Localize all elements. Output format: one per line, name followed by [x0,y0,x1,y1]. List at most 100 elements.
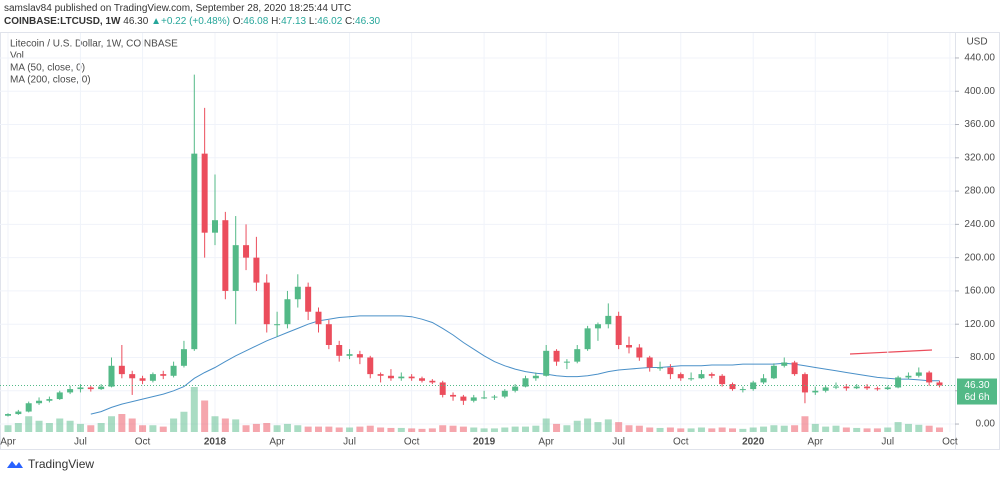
volume-bar [387,427,395,432]
x-tick-label: Oct [673,437,689,448]
candle-body [460,396,467,401]
x-tick-label: Apr [538,437,554,448]
candle-body [698,374,705,379]
volume-bar [656,427,664,432]
candle-body [833,386,839,388]
x-tick-label: Oct [404,437,420,448]
candle-body [160,374,167,376]
candle-body [864,386,871,389]
candle-body [915,372,922,376]
indicator: Vol [10,51,24,62]
x-tick-label: Jul [612,437,625,448]
candle-body [336,345,343,356]
candle-body [905,375,912,378]
x-tick-label: Jul [74,437,87,448]
candle-body [584,328,591,350]
candle-body [25,403,32,412]
volume-bar [511,426,519,432]
candle-body [77,387,84,390]
candle-body [646,357,653,368]
candle-body [274,324,281,326]
volume-bar [625,425,633,432]
candle-body [501,390,508,397]
candle-body [594,324,601,329]
volume-bar [542,418,550,432]
volume-bar [4,425,12,432]
volume-bar [201,400,209,432]
x-tick-label: Apr [808,437,824,448]
volume-bar [635,425,643,432]
volume-bar [770,425,778,432]
candle-body [470,397,477,401]
symbol: COINBASE:LTCUSD, 1W [4,16,121,27]
candle-body [563,361,570,363]
volume-bar [439,425,447,432]
publisher: samslav84 published on TradingView.com, … [4,3,352,14]
ohlc: O:46.08 H:47.13 L:46.02 C:46.30 [233,16,380,27]
volume-bar [553,423,561,432]
candle-body [760,378,767,383]
candle-body [232,245,239,291]
candle-body [180,349,187,366]
volume-bar [646,427,654,432]
volume-bar [687,428,695,432]
volume-bar [904,423,912,432]
volume-bar [459,426,467,432]
last-price-label: 46.30 [964,380,989,391]
candle-body [346,354,353,356]
volume-bar [108,416,115,432]
candle-body [243,245,250,258]
last-price-box [957,378,997,405]
volume-bar [377,427,385,432]
volume-bar [666,427,674,432]
ohlc-value: 46.30 [355,16,381,27]
volume-bar [45,423,53,432]
candle-body [263,282,270,325]
volume-bar [708,428,716,432]
y-tick-label: 320.00 [964,152,995,163]
volume-bar [356,426,364,432]
candle-body [67,389,74,393]
volume-bar [180,411,188,432]
x-tick-label: Oct [942,437,958,448]
candle-body [688,378,695,380]
candle-body [491,396,498,398]
volume-bar [480,428,488,432]
x-tick-label: Jul [343,437,356,448]
volume-bar [304,426,312,432]
candle-body [770,365,777,379]
candle-body [315,311,322,325]
volume-bar [315,426,322,432]
volume-bar [263,423,271,432]
candle-body [884,387,891,390]
y-tick-label: 0.00 [976,419,996,430]
volume-bar [873,428,881,432]
indicator: MA (50, close, 0) [10,63,85,74]
volume-bar [749,427,757,432]
volume-bar [242,425,250,432]
ohlc-key: L: [308,16,318,27]
volume-bar [252,423,260,432]
candle-body [719,375,726,385]
y-tick-label: 360.00 [964,119,995,130]
x-tick-label: Apr [0,437,16,448]
y-tick-label: 440.00 [964,53,995,64]
volume-bar [884,427,892,432]
candle-body [822,387,829,391]
candle-body [791,362,798,375]
arrow: ▲ [151,16,161,27]
candle-body [212,220,218,233]
candle-body [677,374,684,379]
volume-bar [76,423,84,432]
y-tick-label: 240.00 [964,219,995,230]
frame [0,32,1000,450]
candle-body [874,388,881,390]
volume-bar [894,422,902,432]
candle-body [853,386,860,389]
volume-bar [532,425,540,432]
candle-body [543,350,550,376]
y-tick-label: 80.00 [970,352,995,363]
candle-body [305,286,312,312]
candle-body [129,374,136,379]
